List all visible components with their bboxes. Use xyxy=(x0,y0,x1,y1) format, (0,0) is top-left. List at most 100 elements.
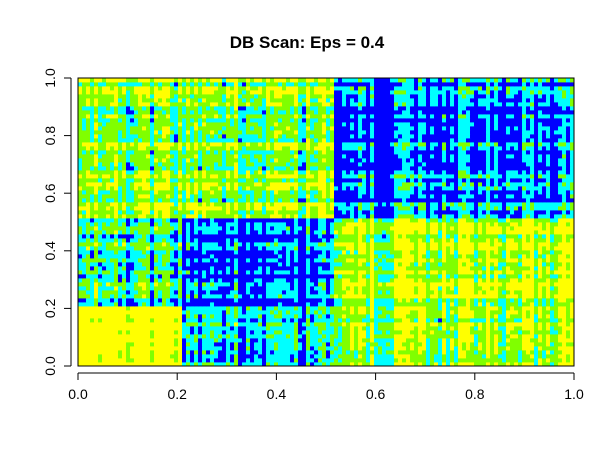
heatmap-cell xyxy=(126,226,131,231)
heatmap-cell xyxy=(382,350,387,355)
heatmap-cell xyxy=(474,350,479,355)
heatmap-cell xyxy=(306,282,311,287)
heatmap-cell xyxy=(494,358,499,363)
heatmap-cell xyxy=(110,266,115,271)
heatmap-cell xyxy=(226,326,231,331)
heatmap-cell xyxy=(122,298,127,303)
heatmap-cell xyxy=(334,302,339,307)
heatmap-cell xyxy=(82,318,87,323)
heatmap-cell xyxy=(326,298,331,303)
heatmap-cell xyxy=(454,286,459,291)
heatmap-cell xyxy=(426,318,431,323)
heatmap-cell xyxy=(450,306,455,311)
heatmap-cell xyxy=(178,338,183,343)
heatmap-cell xyxy=(546,306,551,311)
heatmap-cell xyxy=(98,322,103,327)
heatmap-cell xyxy=(274,310,279,315)
heatmap-cell xyxy=(354,310,359,315)
heatmap-cell xyxy=(306,362,311,367)
heatmap-cell xyxy=(454,270,459,275)
heatmap-cell xyxy=(282,286,287,291)
heatmap-cell xyxy=(538,286,543,291)
heatmap-cell xyxy=(214,206,219,211)
heatmap-cell xyxy=(138,254,143,259)
heatmap-cell xyxy=(130,262,135,267)
heatmap-cell xyxy=(414,342,419,347)
heatmap-cell xyxy=(278,254,283,259)
heatmap-cell xyxy=(438,310,443,315)
heatmap-cell xyxy=(526,318,531,323)
heatmap-cell xyxy=(530,278,535,283)
heatmap-cell xyxy=(170,306,175,311)
heatmap-cell xyxy=(374,246,379,251)
heatmap-cell xyxy=(422,350,427,355)
heatmap-cell xyxy=(466,346,471,351)
heatmap-cell xyxy=(154,326,159,331)
heatmap-cell xyxy=(138,322,143,327)
heatmap-cell xyxy=(226,226,231,231)
heatmap-cell xyxy=(314,234,319,239)
heatmap-cell xyxy=(558,342,563,347)
heatmap-cell xyxy=(146,238,151,243)
heatmap-cell xyxy=(478,338,483,343)
heatmap-cell xyxy=(258,294,263,299)
heatmap-cell xyxy=(230,306,235,311)
heatmap-cell xyxy=(546,334,551,339)
heatmap-cell xyxy=(298,230,303,235)
heatmap-cell xyxy=(86,250,91,255)
heatmap-cell xyxy=(306,270,311,275)
heatmap-cell xyxy=(302,334,307,339)
heatmap-cell xyxy=(558,286,563,291)
heatmap-cell xyxy=(278,362,283,367)
heatmap-cell xyxy=(182,330,187,335)
heatmap-cell xyxy=(374,274,379,279)
heatmap-cell xyxy=(298,330,303,335)
heatmap-cell xyxy=(374,270,379,275)
heatmap-cell xyxy=(86,222,91,227)
heatmap-cell xyxy=(558,326,563,331)
heatmap-cell xyxy=(514,334,519,339)
heatmap-cell xyxy=(546,230,551,235)
heatmap-cell xyxy=(402,362,407,367)
heatmap-cell xyxy=(482,214,487,219)
heatmap-cell xyxy=(414,302,419,307)
heatmap-cell xyxy=(310,314,315,319)
heatmap-cell xyxy=(250,258,255,263)
heatmap-cell xyxy=(262,266,267,271)
heatmap-cell xyxy=(190,298,195,303)
heatmap-cell xyxy=(230,334,235,339)
heatmap-cell xyxy=(178,274,183,279)
heatmap-cell xyxy=(530,342,535,347)
heatmap-cell xyxy=(374,346,379,351)
heatmap-cell xyxy=(494,330,499,335)
heatmap-cell xyxy=(486,310,491,315)
heatmap-cell xyxy=(126,230,131,235)
heatmap-cell xyxy=(494,322,499,327)
heatmap-cell xyxy=(330,226,335,231)
heatmap-cell xyxy=(442,266,447,271)
heatmap-cell xyxy=(370,238,375,243)
heatmap-cell xyxy=(374,262,379,267)
heatmap-cell xyxy=(106,342,111,347)
heatmap-cell xyxy=(322,342,327,347)
heatmap-cell xyxy=(490,298,495,303)
heatmap-cell xyxy=(162,350,167,355)
heatmap-cell xyxy=(474,262,479,267)
heatmap-cell xyxy=(82,338,87,343)
heatmap-cell xyxy=(434,262,439,267)
heatmap-cell xyxy=(338,214,343,219)
heatmap-cell xyxy=(166,358,171,363)
heatmap-cell xyxy=(422,230,427,235)
heatmap-cell xyxy=(366,270,371,275)
heatmap-cell xyxy=(474,278,479,283)
heatmap-cell xyxy=(186,250,191,255)
heatmap-cell xyxy=(538,362,543,367)
heatmap-cell xyxy=(182,286,187,291)
heatmap-cell xyxy=(406,206,411,211)
heatmap-cell xyxy=(426,250,431,255)
heatmap-cell xyxy=(414,314,419,319)
heatmap-cell xyxy=(486,242,491,247)
heatmap-cell xyxy=(334,338,339,343)
heatmap-cell xyxy=(346,270,351,275)
heatmap-cell xyxy=(250,330,255,335)
